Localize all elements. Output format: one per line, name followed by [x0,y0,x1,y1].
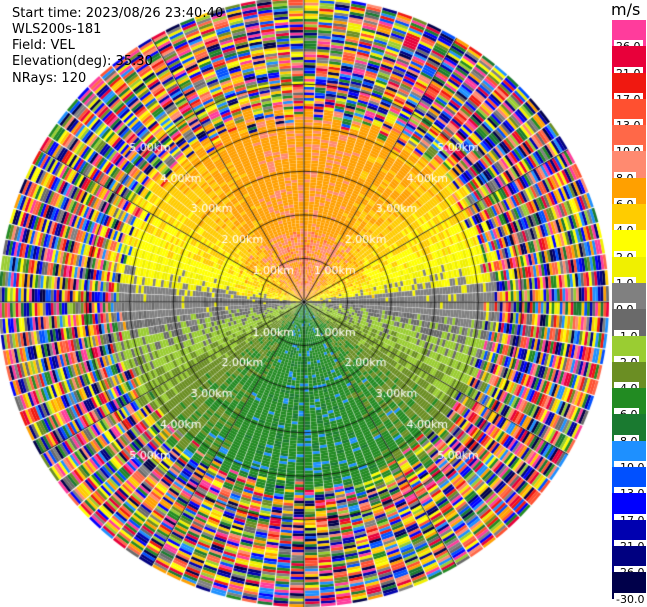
colorbar-swatch: 17.0 [612,72,646,107]
colorbar-swatch: -8.0 [612,414,646,449]
colorbar-swatch: -6.0 [612,388,646,423]
colorbar-swatch: -4.0 [612,361,646,397]
elevation-label: Elevation(deg): 35.30 [12,54,153,69]
colorbar-swatch: 26.0 [612,20,646,55]
colorbar-swatch: 6.0 [612,177,646,213]
colorbar-swatch: -21.0 [612,519,647,554]
colorbar-swatch: 1.0 [612,256,646,291]
colorbar-swatch: -13.0 [612,467,647,502]
colorbar-swatch: -2.0 [612,335,646,370]
colorbar-swatch: 13.0 [612,98,646,134]
nrays-label: NRays: 120 [12,71,87,86]
colorbar-swatch: -17.0 [612,493,647,528]
colorbar-swatch: 2.0 [612,230,646,265]
start-time-label: Start time: 2023/08/26 23:40:40 [12,6,224,21]
colorbar-swatch: -10.0 [612,440,647,476]
colorbar-swatch: 10.0 [612,125,646,160]
colorbar-swatch: 8.0 [612,151,646,186]
field-label: Field: VEL [12,38,75,53]
colorbar-swatch: 0.0 [612,282,646,318]
colorbar-unit: m/s [611,0,641,19]
colorbar-swatch: 4.0 [612,204,646,239]
colorbar-swatch: -26.0 [612,545,647,581]
colorbar-swatch: 21.0 [612,46,646,81]
colorbar-tick-label: -30.0 [614,592,647,607]
colorbar: 26.021.017.013.010.08.06.04.02.01.00.0-1… [612,20,647,607]
instrument-label: WLS200s-181 [12,22,102,37]
colorbar-swatch: -30.0 [612,572,647,607]
colorbar-swatch: -1.0 [612,309,646,344]
